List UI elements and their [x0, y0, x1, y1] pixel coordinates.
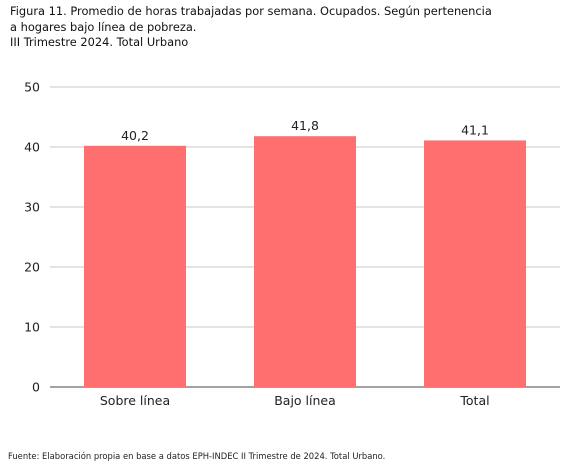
y-tick-label: 40 — [24, 140, 40, 155]
x-tick-label-1: Bajo línea — [274, 393, 336, 408]
y-tick-label: 0 — [32, 380, 40, 395]
labels: 0 10 20 30 40 50 40,2 Sobre línea 41,8 Bajo línea… — [24, 80, 490, 409]
data-label-2: 41,1 — [461, 122, 489, 137]
bar-2 — [424, 140, 526, 387]
data-label-0: 40,2 — [121, 128, 149, 143]
source-footnote: Fuente: Elaboración propia en base a dat… — [8, 451, 386, 461]
data-label-1: 41,8 — [291, 118, 319, 133]
chart-title-line-2: a hogares bajo línea de pobreza. — [10, 19, 197, 34]
bars — [84, 136, 526, 387]
chart-title-line-3: III Trimestre 2024. Total Urbano — [10, 35, 189, 49]
y-tick-label: 50 — [24, 80, 40, 95]
y-tick-label: 10 — [24, 320, 40, 335]
chart-title: Figura 11. Promedio de horas trabajadas … — [10, 4, 570, 51]
y-tick-label: 30 — [24, 200, 40, 215]
x-tick-label-2: Total — [459, 393, 489, 408]
chart-title-line-1: Figura 11. Promedio de horas trabajadas … — [10, 4, 492, 18]
bar-0 — [84, 145, 186, 387]
bar-1 — [254, 136, 356, 387]
y-tick-label: 20 — [24, 260, 40, 275]
x-tick-label-0: Sobre línea — [100, 393, 170, 408]
